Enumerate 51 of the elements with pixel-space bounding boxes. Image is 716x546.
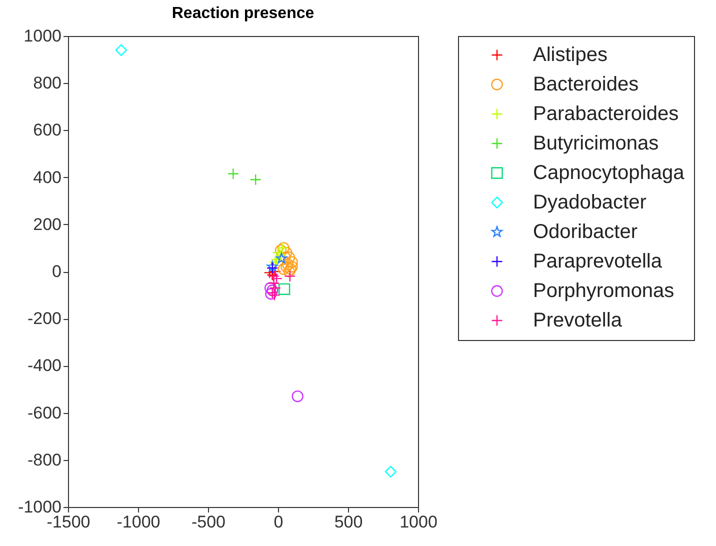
point xyxy=(269,266,282,278)
point xyxy=(278,263,290,275)
legend-label: Paraprevotella xyxy=(533,250,663,272)
legend-label: Parabacteroides xyxy=(533,103,679,125)
y-tick-label: -800 xyxy=(27,450,62,470)
x-tick-label: -500 xyxy=(191,512,226,532)
y-tick-label: 1000 xyxy=(24,26,62,46)
point xyxy=(266,284,278,296)
y-tick-label: 400 xyxy=(33,168,62,187)
point xyxy=(115,44,128,56)
y-tick-label: 600 xyxy=(33,120,62,140)
point xyxy=(282,258,294,270)
point xyxy=(272,246,284,259)
point xyxy=(384,466,397,478)
point xyxy=(286,256,298,268)
x-tick-label: 0 xyxy=(274,512,284,532)
y-tick-label: 200 xyxy=(33,214,62,234)
point xyxy=(279,252,291,264)
point xyxy=(280,260,292,273)
point xyxy=(292,390,304,402)
y-tick-label: 800 xyxy=(33,74,62,93)
legend-label: Butyricimonas xyxy=(533,132,659,154)
legend-label: Prevotella xyxy=(533,310,623,332)
x-tick-label: -1000 xyxy=(116,512,160,532)
legend-label: Odoribacter xyxy=(533,221,638,243)
x-tick-label: 1000 xyxy=(400,512,438,532)
point xyxy=(283,266,296,278)
legend-label: Capnocytophaga xyxy=(533,162,686,184)
legend-label: Porphyromonas xyxy=(533,280,674,302)
y-tick-label: -200 xyxy=(27,309,62,328)
point xyxy=(274,244,287,256)
legend-label: Bacteroides xyxy=(533,74,639,96)
point xyxy=(250,174,262,186)
point xyxy=(283,252,296,264)
point xyxy=(268,289,280,301)
point xyxy=(278,283,290,296)
y-tick-label: 0 xyxy=(52,262,62,281)
x-tick-label: 500 xyxy=(334,512,363,532)
y-tick-label: -400 xyxy=(27,356,62,376)
y-tick-label: -600 xyxy=(27,403,62,422)
legend-label: Alistipes xyxy=(533,44,608,66)
point xyxy=(269,256,282,268)
chart-title: Reaction presence xyxy=(172,5,314,22)
point xyxy=(284,270,296,282)
point xyxy=(269,282,282,294)
legend-label: Dyadobacter xyxy=(533,192,647,214)
point xyxy=(276,252,288,264)
point xyxy=(227,168,240,180)
point xyxy=(284,263,296,275)
point xyxy=(274,249,287,261)
point xyxy=(270,272,282,284)
